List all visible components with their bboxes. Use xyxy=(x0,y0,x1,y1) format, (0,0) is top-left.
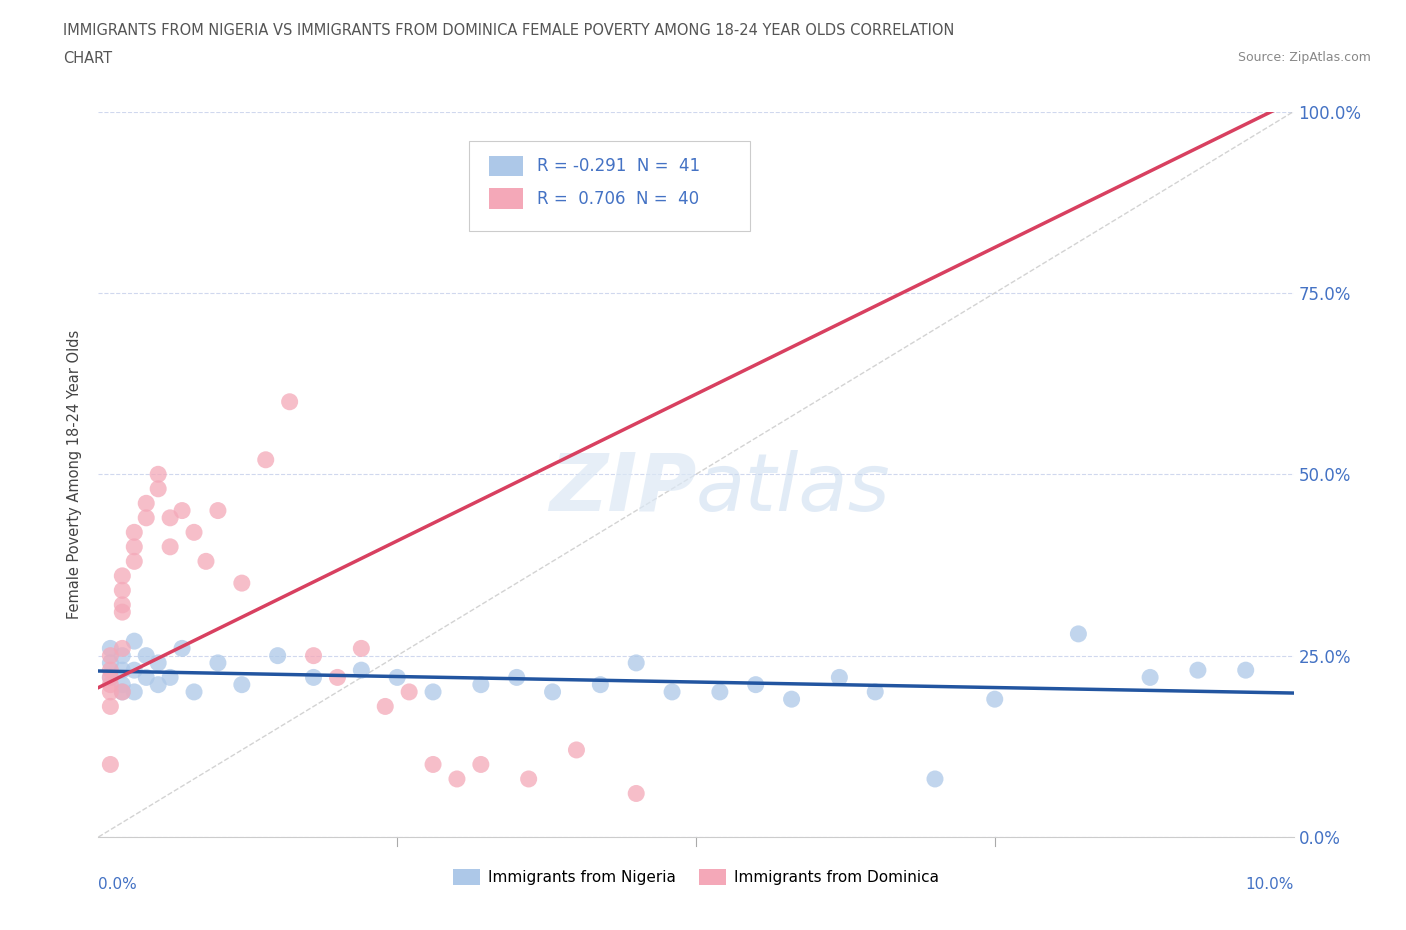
Point xyxy=(124,554,146,569)
Point xyxy=(984,692,1007,707)
Point xyxy=(709,684,731,699)
Text: IMMIGRANTS FROM NIGERIA VS IMMIGRANTS FROM DOMINICA FEMALE POVERTY AMONG 18-24 Y: IMMIGRANTS FROM NIGERIA VS IMMIGRANTS FR… xyxy=(63,23,955,38)
Point xyxy=(231,576,253,591)
Text: 10.0%: 10.0% xyxy=(1246,877,1294,892)
Point xyxy=(124,663,146,678)
Point xyxy=(302,670,325,684)
Point xyxy=(159,511,181,525)
FancyBboxPatch shape xyxy=(470,140,749,232)
Point xyxy=(374,699,396,714)
Point xyxy=(98,656,122,671)
Point xyxy=(111,604,134,619)
Point xyxy=(98,670,122,684)
Point xyxy=(148,482,170,497)
Point xyxy=(517,772,540,787)
Point xyxy=(124,539,146,554)
Point xyxy=(1187,663,1209,678)
Point xyxy=(1067,627,1090,642)
Text: atlas: atlas xyxy=(696,450,891,528)
Text: CHART: CHART xyxy=(63,51,112,66)
Point xyxy=(148,677,170,692)
Point xyxy=(98,699,122,714)
Point xyxy=(661,684,683,699)
Point xyxy=(195,554,218,569)
Point xyxy=(626,656,648,671)
Point xyxy=(148,656,170,671)
Point xyxy=(183,684,205,699)
Point xyxy=(111,583,134,598)
Point xyxy=(98,677,122,692)
Point xyxy=(98,641,122,656)
Point xyxy=(207,503,229,518)
Legend: Immigrants from Nigeria, Immigrants from Dominica: Immigrants from Nigeria, Immigrants from… xyxy=(447,863,945,891)
Point xyxy=(302,648,325,663)
Point xyxy=(98,648,122,663)
Point xyxy=(183,525,205,539)
Y-axis label: Female Poverty Among 18-24 Year Olds: Female Poverty Among 18-24 Year Olds xyxy=(67,329,83,619)
Point xyxy=(98,670,122,684)
Point xyxy=(98,757,122,772)
Point xyxy=(124,633,146,648)
Point xyxy=(626,786,648,801)
Point xyxy=(1234,663,1257,678)
Text: ZIP: ZIP xyxy=(548,450,696,528)
Point xyxy=(124,525,146,539)
Point xyxy=(207,656,229,671)
Point xyxy=(470,677,492,692)
Point xyxy=(326,670,349,684)
Point xyxy=(98,663,122,678)
Point xyxy=(506,670,529,684)
Text: R =  0.706  N =  40: R = 0.706 N = 40 xyxy=(537,190,699,207)
Point xyxy=(470,757,492,772)
Point xyxy=(254,452,277,467)
FancyBboxPatch shape xyxy=(489,189,523,209)
Point xyxy=(111,684,134,699)
Point xyxy=(865,684,887,699)
Point xyxy=(159,670,181,684)
Point xyxy=(159,539,181,554)
Point xyxy=(422,757,444,772)
FancyBboxPatch shape xyxy=(489,156,523,176)
Point xyxy=(111,568,134,583)
Point xyxy=(148,467,170,482)
Point xyxy=(98,684,122,699)
Point xyxy=(172,641,194,656)
Point xyxy=(278,394,301,409)
Point xyxy=(541,684,564,699)
Point xyxy=(135,648,157,663)
Text: R = -0.291  N =  41: R = -0.291 N = 41 xyxy=(537,157,700,175)
Point xyxy=(111,677,134,692)
Point xyxy=(350,663,373,678)
Point xyxy=(589,677,612,692)
Point xyxy=(135,670,157,684)
Point xyxy=(111,648,134,663)
Point xyxy=(828,670,851,684)
Point xyxy=(172,503,194,518)
Point xyxy=(924,772,946,787)
Point xyxy=(111,684,134,699)
Point xyxy=(422,684,444,699)
Point xyxy=(124,684,146,699)
Point xyxy=(1139,670,1161,684)
Point xyxy=(135,496,157,511)
Point xyxy=(745,677,768,692)
Point xyxy=(267,648,290,663)
Point xyxy=(350,641,373,656)
Point xyxy=(385,670,409,684)
Point xyxy=(398,684,420,699)
Point xyxy=(780,692,803,707)
Point xyxy=(111,641,134,656)
Text: 0.0%: 0.0% xyxy=(98,877,138,892)
Point xyxy=(231,677,253,692)
Point xyxy=(111,663,134,678)
Point xyxy=(446,772,468,787)
Point xyxy=(565,742,588,757)
Point xyxy=(135,511,157,525)
Point xyxy=(111,597,134,612)
Text: Source: ZipAtlas.com: Source: ZipAtlas.com xyxy=(1237,51,1371,64)
